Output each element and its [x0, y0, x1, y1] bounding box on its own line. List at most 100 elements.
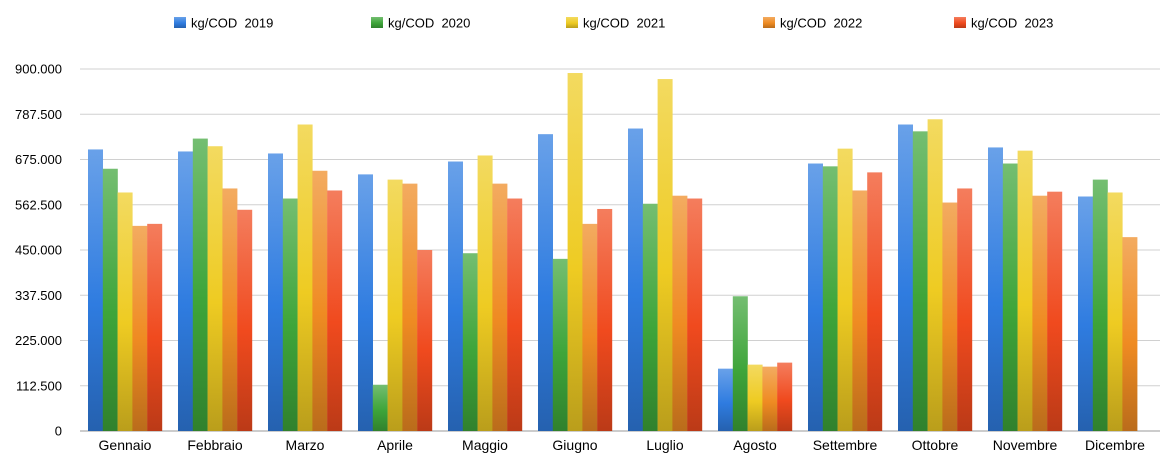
bar — [1032, 195, 1048, 431]
legend-label: kg/COD 2020 — [388, 16, 470, 31]
bar — [718, 368, 733, 431]
x-tick-label: Luglio — [646, 437, 684, 453]
bar — [1047, 191, 1063, 431]
grid-lines — [80, 68, 1160, 432]
category-group — [448, 155, 523, 432]
bar — [552, 258, 568, 431]
legend-item: kg/COD 2021 — [566, 16, 665, 31]
bar — [898, 124, 913, 431]
legend-swatch — [763, 17, 775, 28]
bar — [448, 161, 463, 431]
bar — [102, 168, 118, 431]
y-tick-label: 900.000 — [15, 62, 62, 77]
bar — [1017, 150, 1033, 431]
category-group — [538, 73, 613, 432]
bar — [372, 384, 388, 431]
bar — [988, 147, 1003, 431]
legend-item: kg/COD 2022 — [763, 16, 862, 31]
bar — [132, 225, 148, 431]
x-tick-label: Agosto — [733, 437, 777, 453]
category-group — [1078, 179, 1138, 431]
bar — [642, 203, 658, 431]
bar — [852, 190, 868, 431]
legend-label: kg/COD 2023 — [971, 16, 1053, 31]
x-tick-label: Dicembre — [1085, 437, 1145, 453]
bar — [762, 366, 778, 431]
bar — [1107, 192, 1123, 431]
bar — [207, 146, 223, 432]
legend-swatch — [566, 17, 578, 28]
x-tick-label: Febbraio — [187, 437, 242, 453]
x-axis-tick-labels: Gennaio Febbraio Marzo Aprile Maggio Giugno Lu… — [99, 437, 1146, 453]
bar — [387, 179, 403, 431]
x-tick-label: Maggio — [462, 437, 508, 453]
bar — [808, 163, 823, 431]
bar — [538, 134, 553, 431]
category-group — [628, 79, 703, 431]
legend-swatch — [954, 17, 966, 28]
bar — [417, 250, 433, 431]
bar — [672, 195, 688, 431]
y-tick-label: 337.500 — [15, 288, 62, 303]
x-tick-label: Marzo — [286, 437, 325, 453]
bar — [912, 131, 928, 431]
legend-label: kg/COD 2019 — [191, 16, 273, 31]
legend-label: kg/COD 2022 — [780, 16, 862, 31]
bar — [297, 124, 313, 431]
bar — [867, 172, 883, 431]
legend-swatch — [371, 17, 383, 28]
bar — [1122, 237, 1138, 431]
bar — [222, 188, 238, 431]
bar — [147, 223, 163, 431]
x-tick-label: Aprile — [377, 437, 413, 453]
x-tick-label: Settembre — [813, 437, 878, 453]
bars — [88, 73, 1138, 432]
bar — [687, 198, 703, 431]
category-group — [268, 124, 343, 431]
category-group — [808, 148, 883, 431]
bar — [492, 183, 508, 431]
legend-swatch — [174, 17, 186, 28]
category-group — [898, 119, 973, 431]
category-group — [88, 149, 163, 431]
bar — [657, 79, 673, 431]
bar — [942, 202, 958, 431]
bar — [567, 73, 583, 432]
bar — [507, 198, 523, 431]
bar — [1002, 163, 1018, 431]
category-group — [358, 174, 433, 431]
bar — [1078, 196, 1093, 431]
bar — [777, 362, 793, 431]
bar — [462, 253, 478, 431]
bar — [582, 223, 598, 431]
bar — [178, 151, 193, 431]
y-tick-label: 225.000 — [15, 333, 62, 348]
y-tick-label: 562.500 — [15, 197, 62, 212]
bar — [597, 208, 613, 431]
bar — [477, 155, 493, 432]
bar — [957, 188, 973, 431]
y-tick-label: 675.000 — [15, 152, 62, 167]
bar — [747, 364, 763, 431]
bar — [1092, 179, 1108, 431]
bar — [117, 192, 133, 431]
bar — [312, 170, 328, 431]
bar — [628, 128, 643, 431]
x-tick-label: Giugno — [552, 437, 597, 453]
bar — [732, 296, 748, 431]
category-group — [718, 296, 793, 431]
bar — [822, 166, 838, 431]
legend-item: kg/COD 2023 — [954, 16, 1053, 31]
bar — [327, 190, 343, 431]
x-tick-label: Novembre — [993, 437, 1058, 453]
y-tick-label: 787.500 — [15, 107, 62, 122]
y-tick-label: 450.000 — [15, 243, 62, 258]
bar — [88, 149, 103, 431]
legend-item: kg/COD 2019 — [174, 16, 273, 31]
x-tick-label: Gennaio — [99, 437, 152, 453]
bar — [837, 148, 853, 431]
category-group — [988, 147, 1063, 431]
y-tick-label: 112.500 — [16, 378, 62, 393]
bar — [268, 153, 283, 431]
